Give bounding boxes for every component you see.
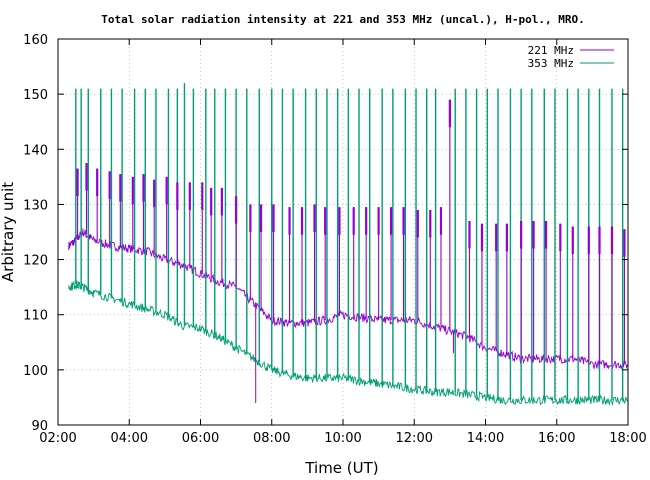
x-tick-label: 06:00 <box>182 431 219 446</box>
y-tick-label: 160 <box>23 33 48 48</box>
y-axis-ticks: 90 100 110 120 130 140 150 160 <box>23 33 628 434</box>
series-line-353 <box>68 280 629 406</box>
x-tick-label: 14:00 <box>467 431 504 446</box>
x-tick-label: 16:00 <box>538 431 575 446</box>
y-tick-label: 140 <box>23 143 48 158</box>
x-tick-label: 10:00 <box>324 431 361 446</box>
x-axis-label: Time (UT) <box>304 459 378 477</box>
chart-title: Total solar radiation intensity at 221 a… <box>101 13 584 26</box>
y-tick-label: 130 <box>23 198 48 213</box>
y-tick-label: 90 <box>31 419 48 434</box>
legend-label-221: 221 MHz <box>528 44 574 57</box>
series-lines <box>68 228 629 406</box>
y-tick-label: 110 <box>23 309 48 324</box>
x-tick-label: 08:00 <box>253 431 290 446</box>
y-axis-label: Arbitrary unit <box>0 182 17 282</box>
x-tick-label: 18:00 <box>609 431 646 446</box>
y-tick-label: 100 <box>23 364 48 379</box>
x-tick-label: 04:00 <box>111 431 148 446</box>
spikes <box>75 83 626 403</box>
x-axis-ticks: 02:00 04:00 06:00 08:00 10:00 12:00 14:00 16:00… <box>39 39 647 446</box>
x-tick-label: 12:00 <box>396 431 433 446</box>
legend-label-353: 353 MHz <box>528 57 574 70</box>
y-tick-label: 120 <box>23 254 48 269</box>
y-tick-label: 150 <box>23 88 48 103</box>
x-tick-label: 02:00 <box>39 431 76 446</box>
series-line-221 <box>68 228 629 370</box>
legend: 221 MHz 353 MHz <box>528 44 614 70</box>
